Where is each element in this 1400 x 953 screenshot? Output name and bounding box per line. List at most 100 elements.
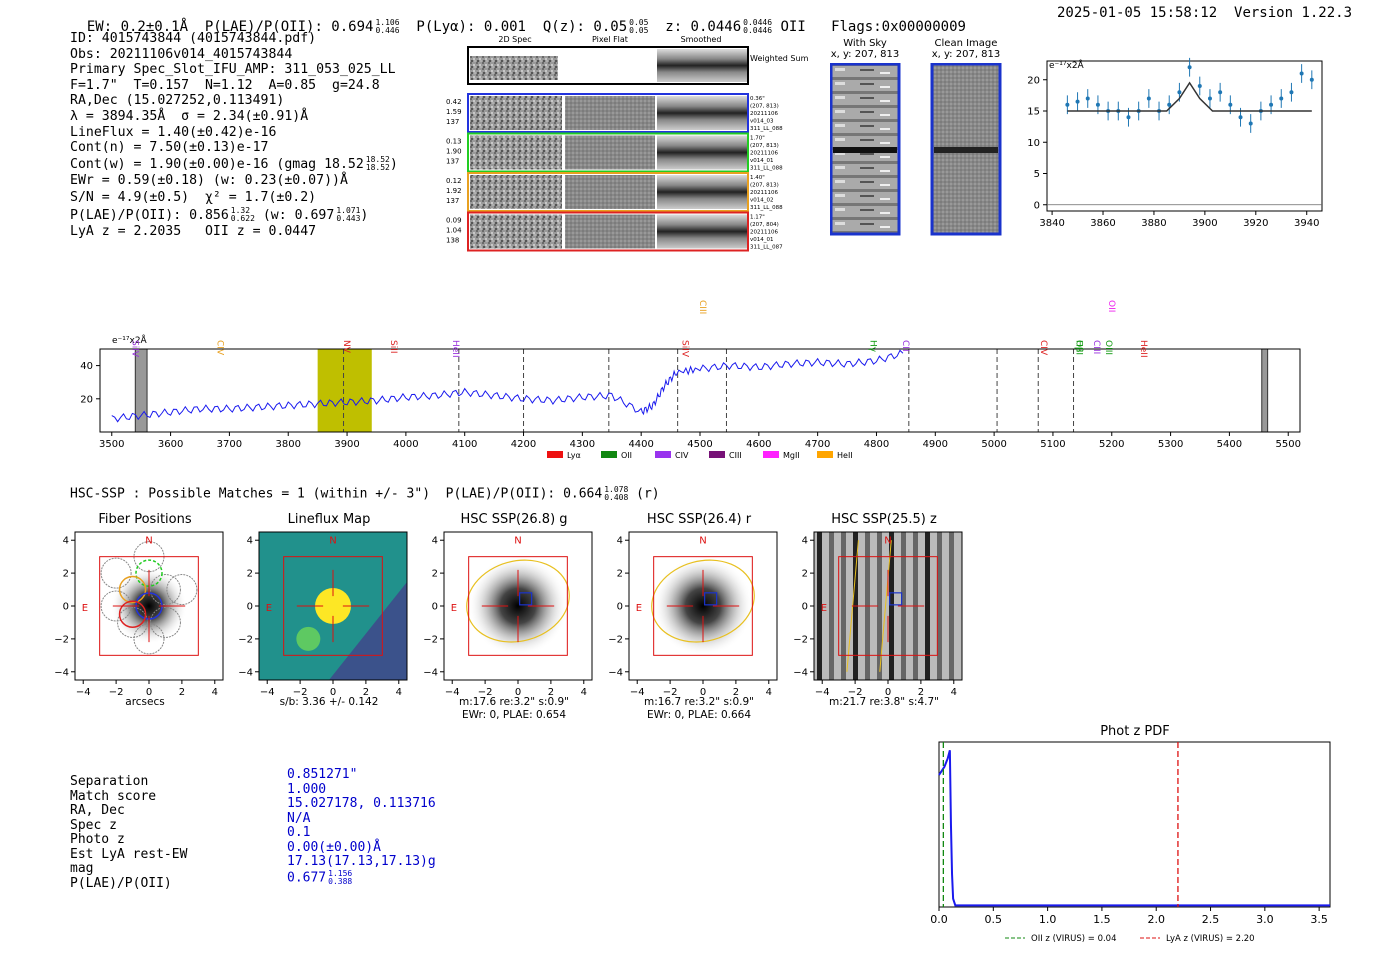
fiber-circle (166, 574, 198, 606)
xtick-label: −2 (478, 687, 493, 698)
match-label: Est LyA rest-EW (70, 846, 188, 862)
hsc-panel-caption: m:21.7 re:3.8" s:4.7" (829, 696, 939, 708)
aperture-ellipse (651, 559, 755, 643)
spectral-line-label: CIV (215, 340, 225, 356)
match-value: 0.677 1.156 0.388 (287, 869, 436, 886)
legend-label: Lyα (567, 451, 581, 460)
match-label: Spec z (70, 817, 117, 833)
zoom-ytick-label: 5 (1034, 169, 1040, 180)
spectral-line-label: OIII (1073, 340, 1083, 355)
xtick-label: 2 (179, 687, 185, 698)
xtick-label: 0 (885, 687, 891, 698)
match-labels: Separation Match score RA, Dec Spec z Ph… (70, 774, 188, 891)
hsc-panel-image: N E 4 2 0 −2 −4 −4 −2 0 2 4 (238, 531, 408, 698)
aperture-ellipse (879, 540, 892, 672)
header-flags: Flags:0x00000009 (831, 19, 966, 35)
north-label: N (514, 536, 521, 547)
spec-xtick-label: 4200 (511, 439, 536, 450)
east-label: E (451, 603, 457, 614)
info-line: LineFlux = 1.40(±0.42)e-16 (70, 124, 277, 140)
weighted-smoothed (657, 49, 747, 82)
col-header-2dspec: 2D Spec (498, 35, 531, 44)
xtick-label: −4 (630, 687, 645, 698)
header-datetime: 2025-01-05 15:58:12 (1057, 5, 1218, 21)
z-band-stripe (877, 532, 882, 680)
spec-xtick-label: 5300 (1158, 439, 1183, 450)
match-values: 0.851271" 1.000 15.027178, 0.113716 N/A … (287, 767, 436, 886)
match-value: 1.000 (287, 781, 327, 797)
spec-xtick-label: 4600 (746, 439, 771, 450)
with-sky-label: With Sky (843, 38, 887, 49)
zoom-data-point (1248, 121, 1253, 126)
east-label: E (82, 603, 88, 614)
spec-xtick-label: 4900 (923, 439, 948, 450)
header-q-lo: 0.05 (629, 26, 649, 35)
header-plae: P(LAE)/P(OII): 0.694 (204, 19, 374, 35)
zoom-xtick-label: 3860 (1090, 218, 1115, 229)
spec-xtick-label: 4700 (805, 439, 830, 450)
zoom-data-point (1299, 71, 1304, 76)
z-band-stripe (949, 532, 954, 680)
weighted-2d (470, 56, 558, 80)
cutout-left-value: 0.13 (446, 138, 462, 146)
zoom-data-point (1228, 102, 1233, 107)
spec-xtick-label: 4000 (393, 439, 418, 450)
cutout-left-value: 137 (446, 197, 459, 205)
ytick-label: 4 (63, 536, 69, 547)
cutout-left-value: 0.12 (446, 177, 462, 185)
legend-swatch (817, 451, 833, 458)
cutout-right-value: 1.70" (750, 136, 765, 142)
cutout-right-value: 311_LL_088 (750, 126, 783, 132)
cutout-right-value: 311_LL_087 (750, 245, 783, 251)
zoom-data-point (1177, 90, 1182, 95)
spec-xtick-label: 4100 (452, 439, 477, 450)
cutout-right-value: 20211106 (750, 190, 778, 196)
zoom-data-point (1289, 90, 1294, 95)
cutout-right-value: 20211106 (750, 151, 778, 157)
spec-ylabel: e⁻¹⁷x2Å (112, 336, 147, 346)
ytick-label: 2 (247, 569, 253, 580)
header-plae-lo: 0.446 (375, 26, 400, 35)
zoom-data-point (1095, 102, 1100, 107)
legend-label: OII (621, 451, 632, 460)
photz-xtick-label: 1.0 (1039, 913, 1057, 926)
east-label: E (266, 603, 272, 614)
z-band-stripe (889, 532, 894, 680)
photz-xtick-label: 0.0 (930, 913, 948, 926)
spec-xtick-label: 4800 (864, 439, 889, 450)
ytick-label: −4 (238, 667, 253, 678)
north-label: N (145, 536, 152, 547)
hsc-title-band: (r) (636, 486, 660, 502)
hsc-panel-caption: s/b: 3.36 +/- 0.142 (279, 696, 379, 708)
info-ewr: EWr = 0.59(±0.18) (w: 0.23(±0.07))Å (70, 172, 348, 188)
cutout-left-value: 1.90 (446, 148, 462, 156)
z-band-stripe (925, 532, 930, 680)
spectral-line-label: HeII (1138, 340, 1148, 358)
spectral-line-label: CIV (1038, 340, 1048, 356)
spectral-line-label: CII (900, 340, 910, 352)
xtick-label: −2 (109, 687, 124, 698)
hsc-panel-image: N E 4 2 0 −2 −4 −4 −2 0 2 4 (423, 531, 593, 698)
ytick-label: 0 (432, 602, 438, 613)
match-marker (704, 592, 718, 606)
info-line: RA,Dec (15.027252,0.113491) (70, 93, 285, 109)
cutout-right-value: 1.40" (750, 175, 765, 181)
match-label: mag (70, 861, 94, 876)
zoom-ytick-label: 10 (1027, 138, 1040, 149)
line-highlight-region (317, 349, 372, 432)
cutout-right-value: (207, 804) (750, 222, 779, 228)
aperture-ellipse (466, 559, 570, 643)
xtick-label: 4 (212, 687, 218, 698)
cutout-pixelflat (565, 96, 655, 130)
search-box (653, 556, 753, 656)
zoom-ytick-label: 20 (1027, 75, 1040, 86)
info-contw: Cont(w) = 1.90(±0.00)e-16 (gmag 18.52 18.… (70, 154, 398, 172)
zoom-data-point (1269, 102, 1274, 107)
legend-lya-label: LyA z (VIRUS) = 2.20 (1166, 934, 1255, 944)
zoom-data-point (1146, 96, 1151, 101)
xtick-label: −2 (848, 687, 863, 698)
hsc-panel-title: HSC SSP(26.8) g (460, 512, 568, 527)
ytick-label: 4 (802, 536, 808, 547)
match-value: N/A (287, 810, 311, 826)
